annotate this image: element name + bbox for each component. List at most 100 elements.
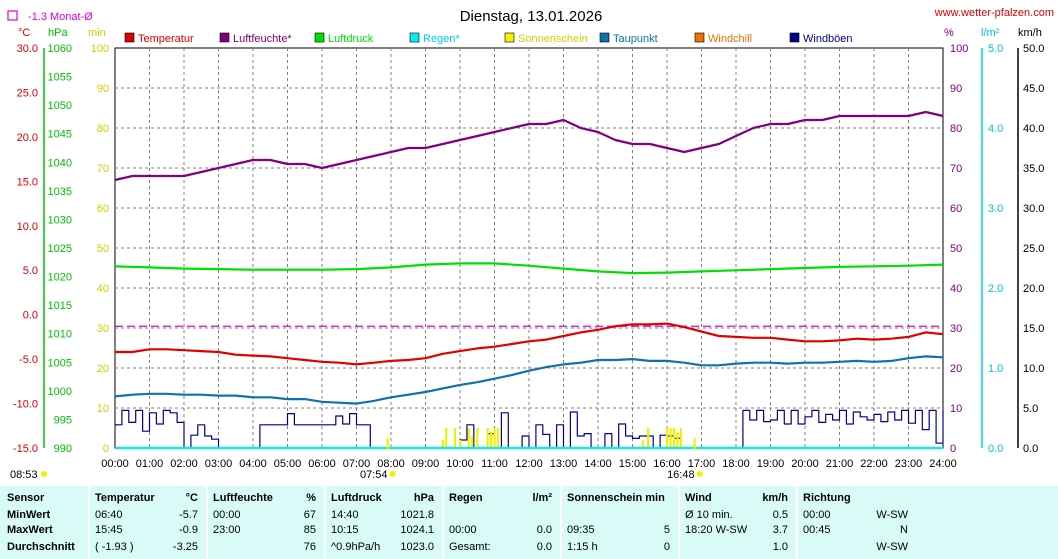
series-layer xyxy=(114,110,944,450)
stats-header: Luftdruck xyxy=(331,492,382,504)
weather-chart: Dienstag, 13.01.2026 www.wetter-pfalzen.… xyxy=(7,7,1054,481)
percent-tick-label: 40 xyxy=(950,283,962,295)
stats-cell-value: 5 xyxy=(663,524,670,536)
stats-cell-time: 18:20 W-SW xyxy=(685,524,748,536)
x-tick-label: 21:00 xyxy=(826,458,854,470)
x-tick-label: 13:00 xyxy=(550,458,578,470)
legend: Temperatur Luftfeuchte* Luftdruck Regen* Son… xyxy=(124,32,853,45)
legend-swatch xyxy=(789,32,800,43)
grid xyxy=(114,47,944,449)
legend-label: Regen* xyxy=(423,33,460,45)
sunshine-bar xyxy=(496,428,500,448)
sunshine-bar xyxy=(672,428,676,448)
wind-tick-label: 25.0 xyxy=(1023,243,1044,255)
rain-tick-label: 0.0 xyxy=(988,443,1003,455)
x-tick-label: 10:00 xyxy=(446,458,474,470)
legend-swatch xyxy=(314,32,325,43)
wind-tick-label: 40.0 xyxy=(1023,123,1044,135)
x-tick-label: 23:00 xyxy=(895,458,923,470)
pressure-tick-label: 1000 xyxy=(48,386,72,398)
stats-cell-value: -0.9 xyxy=(179,524,198,536)
minutes-tick-label: 20 xyxy=(97,363,109,375)
x-tick-label: 02:00 xyxy=(170,458,198,470)
legend-label: Windchill xyxy=(708,33,752,45)
pressure-tick-label: 1005 xyxy=(48,357,72,369)
minutes-tick-label: 80 xyxy=(97,123,109,135)
legend-swatch xyxy=(219,32,230,43)
x-tick-label: 05:00 xyxy=(274,458,302,470)
sunshine-bar xyxy=(486,428,489,448)
stats-cell-time: 10:15 xyxy=(331,524,359,536)
stats-cell-value: -3.25 xyxy=(172,541,198,553)
temp-tick-label: 30.0 xyxy=(17,43,38,55)
sunshine-bar xyxy=(666,428,669,448)
legend-label: Temperatur xyxy=(138,33,194,45)
stats-unit: % xyxy=(306,492,316,504)
series-luftdruck xyxy=(114,262,944,275)
minutes-tick-label: 40 xyxy=(97,283,109,295)
stats-cell-time: 00:45 xyxy=(803,524,831,536)
stats-column-divider xyxy=(560,486,562,559)
sun-icon xyxy=(41,471,47,477)
legend-label: Taupunkt xyxy=(613,33,658,45)
sunshine-bar xyxy=(459,440,462,448)
x-tick-label: 12:00 xyxy=(515,458,543,470)
stats-cell-time: 09:35 xyxy=(567,524,595,536)
series-temperatur xyxy=(115,322,944,366)
rain-tick-label: 2.0 xyxy=(988,283,1003,295)
pressure-tick-label: 1010 xyxy=(48,329,72,341)
temp-tick-label: -5.0 xyxy=(19,354,38,366)
pressure-tick-label: 1030 xyxy=(48,214,72,226)
sunshine-bar xyxy=(476,428,479,448)
percent-tick-label: 0 xyxy=(950,443,956,455)
x-tick-label: 24:00 xyxy=(929,458,957,470)
stats-cell-time: 1:15 h xyxy=(567,541,598,553)
wind-tick-label: 30.0 xyxy=(1023,203,1044,215)
sunshine-bar xyxy=(471,436,474,448)
stats-cell-time: ( -1.93 ) xyxy=(95,541,134,553)
pressure-tick-label: 1060 xyxy=(48,43,72,55)
stats-column-divider xyxy=(324,486,326,559)
sunshine-bar xyxy=(641,440,645,448)
legend-swatch xyxy=(124,32,135,43)
series-luftfeuchte xyxy=(114,110,944,182)
temp-tick-label: 5.0 xyxy=(23,265,38,277)
sun-icon xyxy=(389,471,396,477)
temp-tick-label: -15.0 xyxy=(13,443,38,455)
pressure-tick-label: 1055 xyxy=(48,72,72,84)
minutes-tick-label: 60 xyxy=(97,203,109,215)
monthly-avg-marker-icon xyxy=(7,10,18,21)
sunrise-label: 07:54 xyxy=(360,469,388,481)
temp-tick-label: 15.0 xyxy=(17,176,38,188)
legend-swatch xyxy=(599,32,610,43)
wind-tick-label: 45.0 xyxy=(1023,83,1044,95)
stats-cell-value: 85 xyxy=(303,524,316,536)
stats-header: Richtung xyxy=(803,492,851,504)
minutes-tick-label: 10 xyxy=(97,403,109,415)
percent-tick-label: 20 xyxy=(950,363,962,375)
rain-tick-label: 3.0 xyxy=(988,203,1003,215)
stats-cell-time: 00:00 xyxy=(213,509,241,521)
percent-tick-label: 100 xyxy=(950,43,968,55)
stats-cell-value: 0 xyxy=(663,541,670,553)
x-tick-label: 03:00 xyxy=(205,458,233,470)
x-tick-label: 00:00 xyxy=(101,458,129,470)
stats-table: Sensor Temperatur °C Luftfeuchte% Luftdruck h… xyxy=(0,486,1058,559)
unit-percent: % xyxy=(944,27,954,39)
legend-swatch xyxy=(409,32,420,43)
wind-tick-label: 15.0 xyxy=(1023,323,1044,335)
pressure-tick-label: 990 xyxy=(54,443,72,455)
percent-tick-label: 10 xyxy=(950,403,962,415)
stats-cell-time: 06:40 xyxy=(95,509,123,521)
pressure-tick-label: 1035 xyxy=(48,186,72,198)
stats-cell-value: 1021.8 xyxy=(400,509,434,521)
website-label: www.wetter-pfalzen.com xyxy=(934,7,1054,19)
pressure-tick-label: 995 xyxy=(54,414,72,426)
x-tick-label: 19:00 xyxy=(757,458,785,470)
unit-temp: °C xyxy=(18,27,30,39)
stats-header: Temperatur xyxy=(95,492,155,504)
sunshine-bar xyxy=(453,428,457,448)
legend-swatch xyxy=(504,32,515,43)
stats-header: Sensor xyxy=(7,492,45,504)
temp-tick-label: 10.0 xyxy=(17,221,38,233)
